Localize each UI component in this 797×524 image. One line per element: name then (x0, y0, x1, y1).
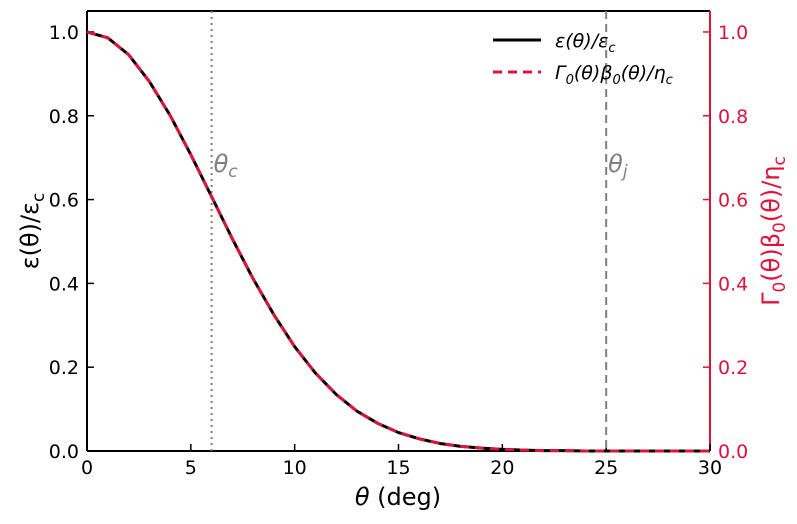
x-axis-ticks: 0 5 10 15 20 25 30 (81, 444, 722, 479)
left-y-tick-label: 0.8 (49, 106, 79, 128)
right-y-axis-label: Γ0​(θ)β0​(θ)/ηc​ (757, 156, 790, 306)
reference-line-label: θc (214, 150, 239, 182)
left-y-tick-label: 0.2 (49, 357, 79, 379)
x-tick-label: 5 (185, 457, 197, 479)
reference-line-label: θj (608, 150, 628, 182)
left-y-tick-label: 0.0 (49, 441, 79, 463)
series-line-lorentz (86, 30, 710, 453)
right-y-tick-label: 0.2 (718, 357, 748, 379)
right-y-tick-label: 0.0 (718, 441, 748, 463)
legend-label: ε(θ)/εc​ (555, 30, 616, 56)
right-y-axis-ticks: 0.0 0.2 0.4 0.6 0.8 1.0 (703, 22, 748, 463)
legend-label: Γ0​(θ)β0​(θ)/ηc​ (555, 62, 673, 88)
x-tick-label: 25 (594, 457, 618, 479)
x-tick-label: 15 (386, 457, 410, 479)
right-y-tick-label: 0.6 (718, 190, 748, 212)
left-y-tick-label: 0.4 (49, 273, 79, 295)
legend: ε(θ)/εc​ Γ0​(θ)β0​(θ)/ηc​ (493, 30, 673, 88)
right-y-tick-label: 0.4 (718, 273, 748, 295)
data-series (86, 30, 710, 453)
x-axis-label: θ (deg) (355, 483, 441, 511)
left-y-tick-label: 0.6 (49, 190, 79, 212)
right-y-tick-label: 1.0 (718, 22, 748, 44)
series-line-energy (86, 30, 710, 453)
reference-lines: θc θj (210, 11, 628, 451)
x-tick-label: 20 (490, 457, 514, 479)
left-y-tick-label: 1.0 (49, 22, 79, 44)
left-y-axis-label: ε(θ)/εc​ (16, 193, 49, 270)
x-tick-label: 30 (698, 457, 722, 479)
x-tick-label: 0 (81, 457, 93, 479)
left-y-axis-ticks: 0.0 0.2 0.4 0.6 0.8 1.0 (49, 22, 94, 463)
x-tick-label: 10 (283, 457, 307, 479)
right-y-tick-label: 0.8 (718, 106, 748, 128)
